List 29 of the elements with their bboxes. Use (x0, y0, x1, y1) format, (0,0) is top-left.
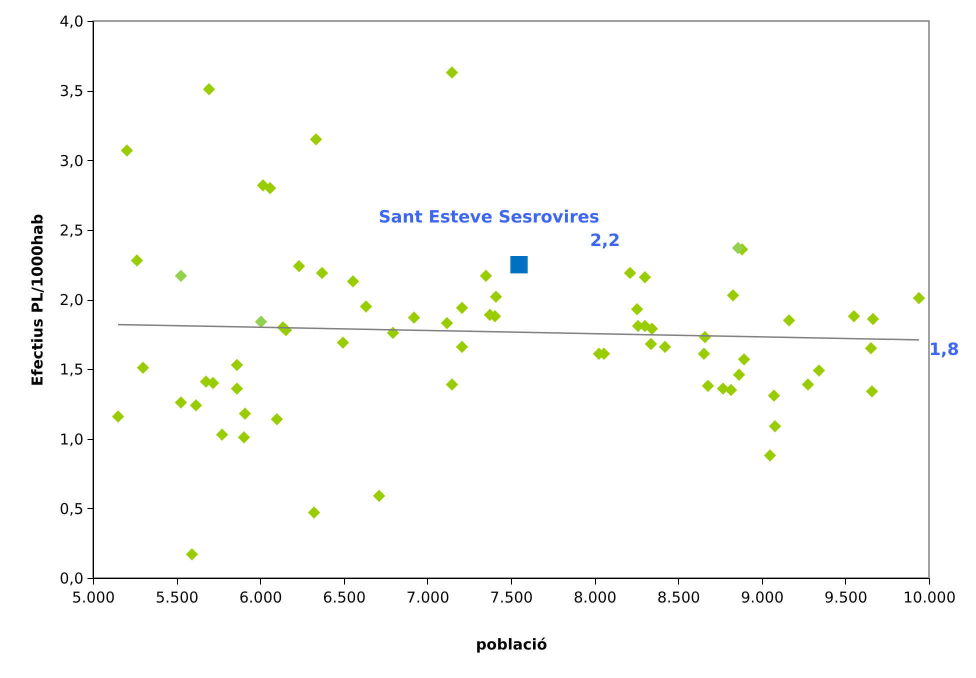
y-tick-label: 1,5 (60, 360, 84, 379)
annotation: 2,2 (590, 231, 620, 251)
x-tick-label: 8.500 (657, 588, 700, 606)
x-tick-label: 9.000 (740, 588, 784, 606)
y-tick-label: 1,0 (60, 430, 84, 448)
annotation: 1,8 (928, 340, 960, 360)
point (510, 256, 528, 274)
y-tick-label: 2,5 (60, 221, 84, 240)
x-tick-label: 7.500 (490, 588, 533, 606)
point (254, 316, 268, 328)
y-tick-label: 3,5 (60, 82, 84, 100)
x-tick-label: 9.500 (824, 588, 868, 606)
x-tick-label: 10.000 (903, 588, 956, 606)
y-tick-label: 2,0 (60, 291, 84, 309)
y-tick-label: 0,0 (60, 570, 84, 588)
x-tick-label: 5.000 (72, 588, 115, 606)
text: Sant Esteve Sesrovires (378, 208, 600, 228)
point (732, 242, 744, 254)
x-tick-label: 5.500 (156, 588, 199, 606)
x-tick-label: 6.500 (322, 588, 366, 606)
x-tick-label: 7.000 (406, 588, 450, 606)
x-axis-title: població (476, 636, 548, 654)
y-axis-title: Efectius PL/1000hab (28, 214, 47, 386)
x-tick-label: 6.000 (239, 588, 282, 606)
y-tick-label: 3,0 (60, 152, 84, 170)
x-tick-label: 8.000 (574, 588, 617, 606)
y-tick-label: 4,0 (60, 12, 84, 30)
point (174, 270, 188, 282)
y-tick-label: 0,5 (60, 500, 84, 518)
